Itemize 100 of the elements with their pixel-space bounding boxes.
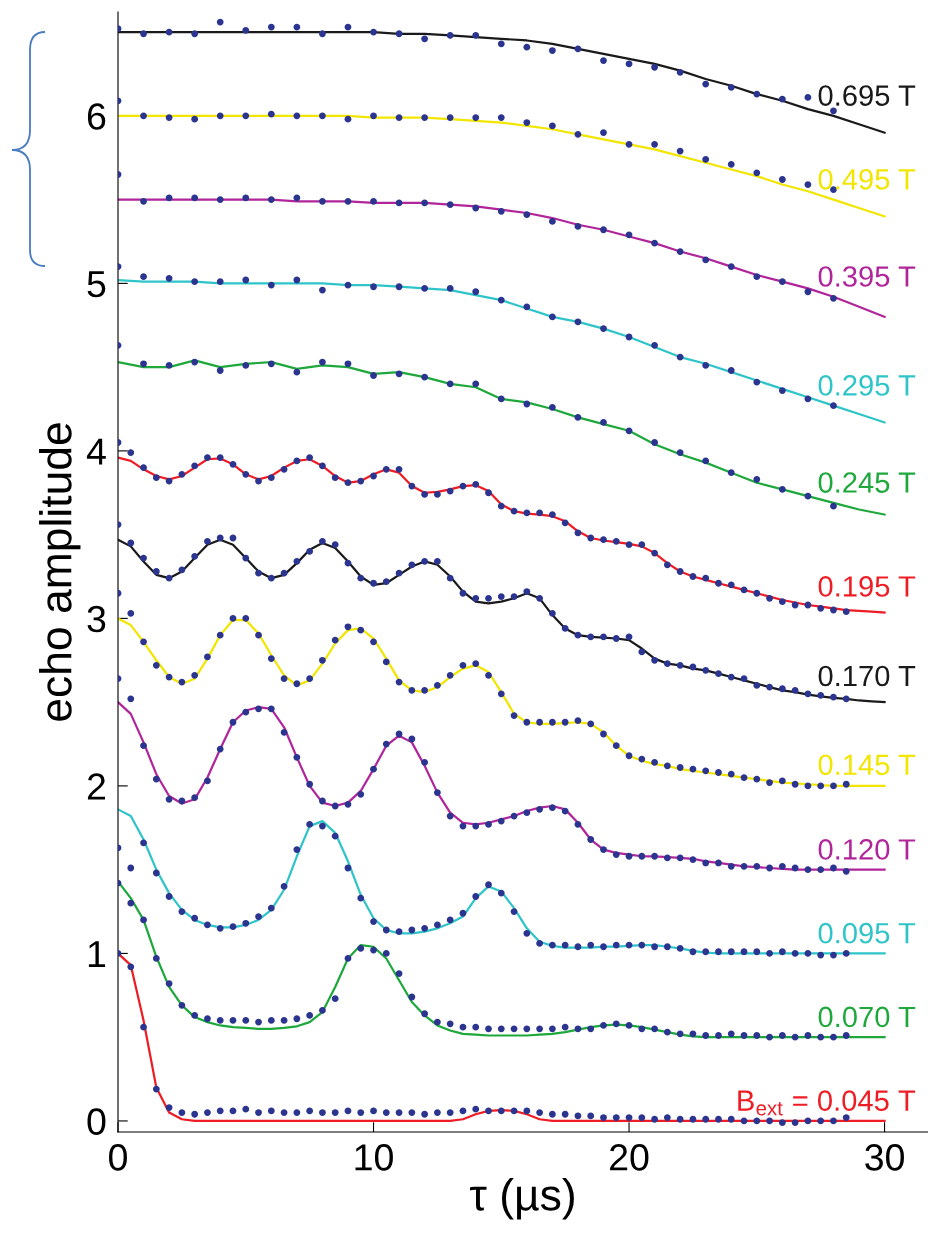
point	[319, 1109, 326, 1116]
point	[778, 387, 786, 394]
point	[702, 948, 710, 956]
point	[165, 1104, 173, 1111]
point	[229, 615, 237, 622]
point	[421, 114, 429, 121]
y-tick-label: 4	[86, 438, 106, 465]
point	[702, 156, 710, 163]
point	[344, 197, 352, 205]
point	[382, 926, 390, 934]
point	[242, 27, 250, 34]
point	[344, 955, 352, 962]
point	[804, 866, 812, 874]
point	[408, 687, 416, 694]
point	[778, 862, 786, 870]
point	[293, 754, 301, 761]
point	[344, 623, 352, 631]
point	[842, 1114, 850, 1121]
point	[421, 1110, 429, 1118]
point	[178, 566, 186, 574]
point	[472, 660, 480, 668]
point	[242, 470, 250, 478]
point	[510, 507, 518, 515]
point	[293, 1109, 301, 1116]
point	[753, 948, 761, 956]
point	[421, 759, 429, 766]
point	[548, 609, 556, 617]
point	[421, 491, 429, 498]
point	[357, 626, 365, 634]
point	[804, 950, 812, 957]
point	[255, 1109, 262, 1116]
series-label: 0.095 T	[818, 922, 916, 944]
point	[472, 1105, 480, 1113]
y-tick-label: 3	[87, 605, 106, 633]
point	[267, 360, 275, 368]
point	[536, 1025, 544, 1033]
point	[216, 1017, 224, 1024]
point	[600, 730, 607, 738]
point	[459, 909, 467, 917]
point	[497, 1025, 505, 1033]
point	[510, 908, 518, 915]
point	[740, 774, 748, 781]
point	[651, 239, 658, 247]
point	[331, 995, 339, 1003]
point	[408, 482, 416, 490]
point	[766, 1117, 773, 1125]
point	[127, 899, 135, 907]
point	[319, 1006, 326, 1014]
point	[280, 1109, 288, 1116]
point	[625, 541, 633, 549]
point	[497, 690, 505, 698]
point	[140, 638, 147, 646]
point	[485, 671, 492, 679]
point	[727, 673, 735, 681]
point	[651, 656, 658, 664]
point	[242, 615, 250, 622]
point	[497, 1107, 505, 1115]
point	[242, 1105, 250, 1113]
point	[702, 574, 710, 582]
point	[140, 360, 147, 368]
point	[689, 948, 697, 956]
point	[421, 558, 429, 565]
point	[370, 372, 377, 379]
point	[127, 963, 135, 971]
point	[267, 1017, 275, 1024]
point	[242, 708, 250, 716]
point	[663, 854, 671, 862]
point	[370, 472, 377, 480]
point	[587, 836, 595, 843]
point	[319, 286, 326, 294]
point	[280, 569, 288, 577]
point	[370, 579, 377, 587]
point	[766, 779, 773, 786]
point	[319, 30, 326, 38]
point	[242, 112, 250, 120]
point	[497, 296, 505, 304]
x-tick-label: 0	[109, 1144, 127, 1171]
point	[421, 924, 429, 932]
point	[548, 1025, 556, 1033]
point	[293, 846, 301, 853]
point	[472, 380, 480, 388]
point	[791, 1119, 799, 1127]
point	[548, 718, 556, 726]
point	[663, 943, 671, 951]
point	[778, 95, 786, 103]
point	[293, 680, 301, 688]
point	[280, 728, 288, 736]
point	[536, 805, 544, 813]
point	[191, 358, 199, 366]
point	[587, 534, 595, 542]
point	[421, 199, 429, 207]
point	[127, 864, 135, 872]
point	[804, 1032, 812, 1039]
point	[216, 924, 224, 932]
point	[625, 852, 633, 860]
point	[817, 866, 825, 874]
point	[497, 40, 505, 48]
point	[817, 1117, 825, 1125]
point	[523, 809, 531, 817]
point	[357, 1109, 365, 1116]
